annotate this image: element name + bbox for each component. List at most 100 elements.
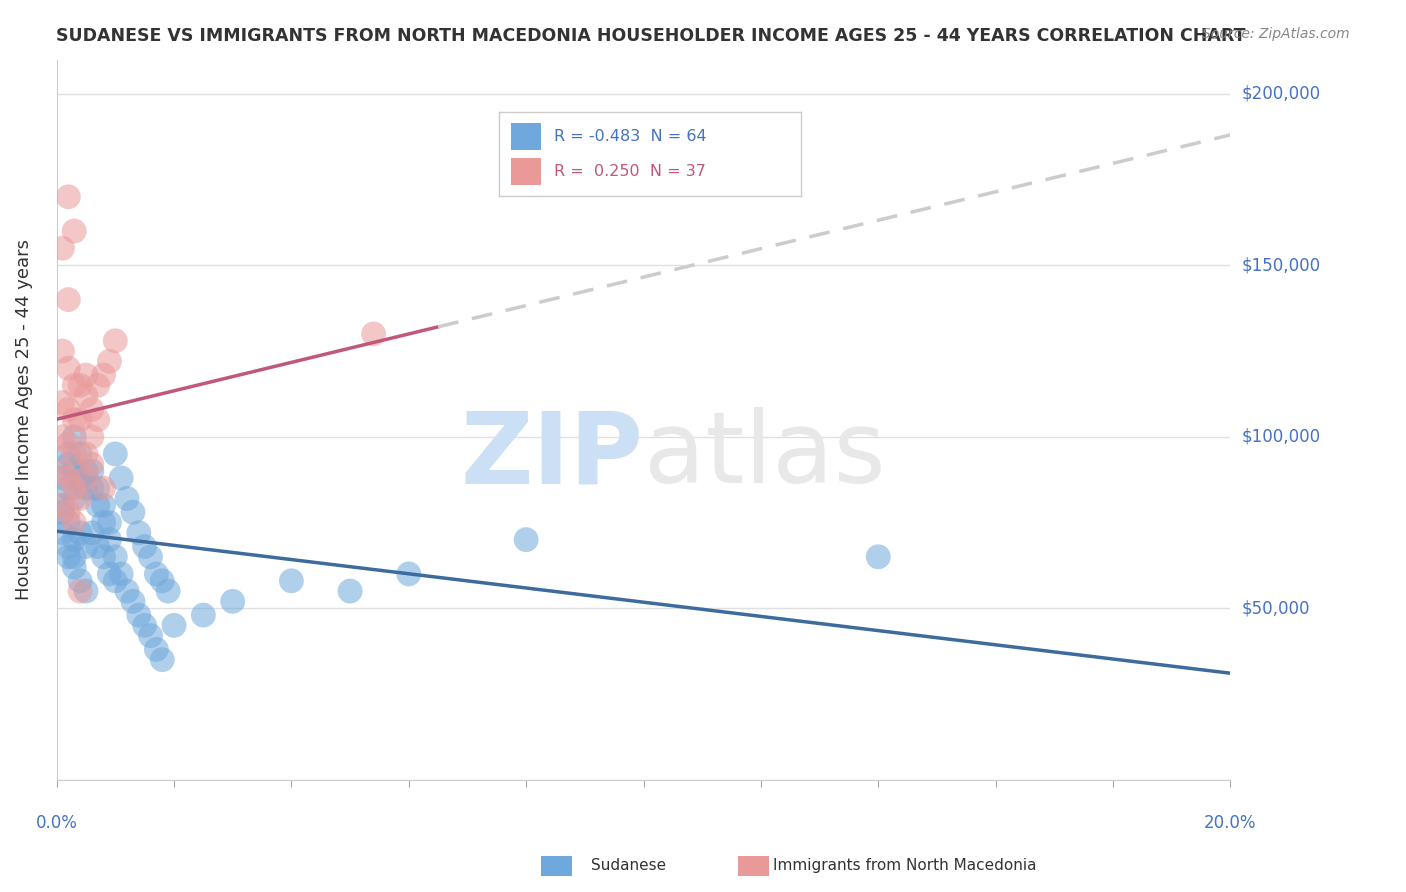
Text: $100,000: $100,000: [1241, 428, 1320, 446]
Point: [221, 594, 243, 608]
Point: [75, 368, 97, 382]
Point: [58, 190, 80, 204]
Point: [93, 549, 115, 564]
Point: [80, 457, 103, 471]
Point: [128, 608, 150, 623]
Point: [63, 464, 86, 478]
Point: [80, 525, 103, 540]
Point: [69, 471, 91, 485]
Point: [69, 525, 91, 540]
Point: [51, 464, 73, 478]
Point: [98, 566, 121, 581]
Point: [86, 412, 108, 426]
Point: [63, 560, 86, 574]
Point: [115, 584, 138, 599]
Point: [58, 549, 80, 564]
Point: [868, 549, 890, 564]
Point: [51, 241, 73, 255]
Point: [98, 354, 121, 368]
Point: [110, 471, 132, 485]
Point: [58, 471, 80, 485]
Point: [145, 642, 167, 657]
Text: $50,000: $50,000: [1241, 599, 1310, 617]
FancyBboxPatch shape: [512, 122, 541, 150]
Point: [51, 525, 73, 540]
Point: [515, 533, 537, 547]
Point: [134, 618, 156, 632]
Text: 0.0%: 0.0%: [35, 814, 77, 832]
Point: [104, 549, 127, 564]
FancyBboxPatch shape: [512, 158, 541, 186]
Point: [398, 566, 420, 581]
Text: $200,000: $200,000: [1241, 85, 1320, 103]
Point: [63, 378, 86, 392]
Text: Immigrants from North Macedonia: Immigrants from North Macedonia: [773, 858, 1036, 872]
Point: [58, 447, 80, 461]
Point: [63, 447, 86, 461]
Point: [51, 471, 73, 485]
Point: [51, 499, 73, 513]
Point: [339, 584, 361, 599]
Point: [98, 533, 121, 547]
Point: [98, 516, 121, 530]
Point: [51, 344, 73, 359]
Point: [58, 436, 80, 450]
Point: [58, 505, 80, 519]
Point: [134, 540, 156, 554]
Point: [150, 653, 173, 667]
Point: [63, 533, 86, 547]
Point: [93, 368, 115, 382]
Text: SUDANESE VS IMMIGRANTS FROM NORTH MACEDONIA HOUSEHOLDER INCOME AGES 25 - 44 YEAR: SUDANESE VS IMMIGRANTS FROM NORTH MACEDO…: [56, 27, 1246, 45]
Point: [86, 481, 108, 495]
Point: [63, 224, 86, 238]
Point: [63, 412, 86, 426]
Point: [104, 574, 127, 588]
Point: [93, 499, 115, 513]
Point: [110, 566, 132, 581]
Point: [104, 334, 127, 348]
Point: [86, 540, 108, 554]
Point: [128, 525, 150, 540]
Point: [115, 491, 138, 506]
Point: [75, 389, 97, 403]
Point: [51, 505, 73, 519]
Point: [69, 574, 91, 588]
Point: [69, 412, 91, 426]
Text: Source: ZipAtlas.com: Source: ZipAtlas.com: [1202, 27, 1350, 41]
Point: [80, 464, 103, 478]
Y-axis label: Householder Income Ages 25 - 44 years: Householder Income Ages 25 - 44 years: [15, 239, 32, 600]
Point: [139, 629, 162, 643]
Point: [93, 481, 115, 495]
Point: [86, 378, 108, 392]
Point: [80, 430, 103, 444]
Point: [363, 326, 385, 341]
Point: [139, 549, 162, 564]
Point: [58, 293, 80, 307]
Point: [93, 516, 115, 530]
Text: Sudanese: Sudanese: [591, 858, 665, 872]
Point: [63, 549, 86, 564]
Point: [163, 618, 186, 632]
Point: [86, 499, 108, 513]
Point: [122, 505, 145, 519]
Point: [145, 566, 167, 581]
Point: [58, 481, 80, 495]
Point: [104, 447, 127, 461]
Text: 20.0%: 20.0%: [1204, 814, 1257, 832]
Text: ZIP: ZIP: [461, 407, 644, 504]
Point: [193, 608, 215, 623]
Point: [58, 540, 80, 554]
Point: [75, 584, 97, 599]
Point: [75, 540, 97, 554]
Point: [58, 457, 80, 471]
Point: [51, 395, 73, 409]
Point: [80, 402, 103, 417]
Point: [51, 430, 73, 444]
Point: [58, 516, 80, 530]
Point: [69, 584, 91, 599]
Point: [63, 491, 86, 506]
Text: R =  0.250  N = 37: R = 0.250 N = 37: [554, 164, 706, 179]
Point: [280, 574, 302, 588]
Point: [51, 499, 73, 513]
Point: [157, 584, 180, 599]
